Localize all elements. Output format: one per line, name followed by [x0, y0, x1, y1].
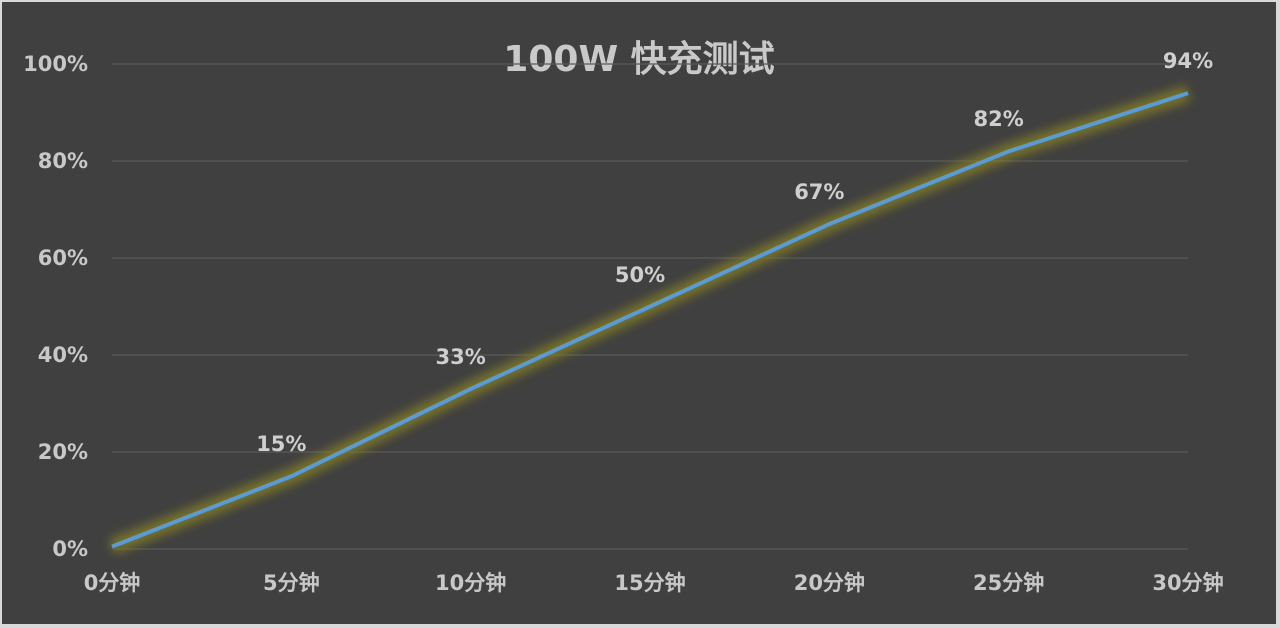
x-tick-label: 30分钟: [1152, 571, 1224, 595]
data-label: 15%: [256, 432, 307, 457]
data-label: 82%: [973, 107, 1024, 132]
y-tick-label: 100%: [23, 52, 88, 76]
y-tick-label: 60%: [37, 246, 88, 270]
x-tick-label: 25分钟: [973, 571, 1045, 595]
y-tick-label: 80%: [37, 149, 88, 173]
chart-title: 100W 快充测试: [503, 39, 775, 80]
y-tick-label: 0%: [52, 537, 88, 561]
data-label: 33%: [435, 344, 486, 369]
series-line: [111, 91, 1189, 549]
x-tick-label: 10分钟: [435, 571, 507, 595]
data-label: 67%: [794, 180, 845, 205]
x-tick-label: 5分钟: [263, 571, 320, 595]
gridlines: [112, 63, 1188, 550]
x-tick-label: 0分钟: [83, 571, 141, 595]
x-tick-label: 15分钟: [614, 571, 686, 595]
data-label: 94%: [1162, 49, 1214, 74]
x-tick-label: 20分钟: [793, 571, 865, 595]
data-label: 50%: [614, 262, 666, 287]
y-tick-label: 20%: [37, 440, 88, 464]
y-tick-label: 40%: [37, 343, 88, 367]
